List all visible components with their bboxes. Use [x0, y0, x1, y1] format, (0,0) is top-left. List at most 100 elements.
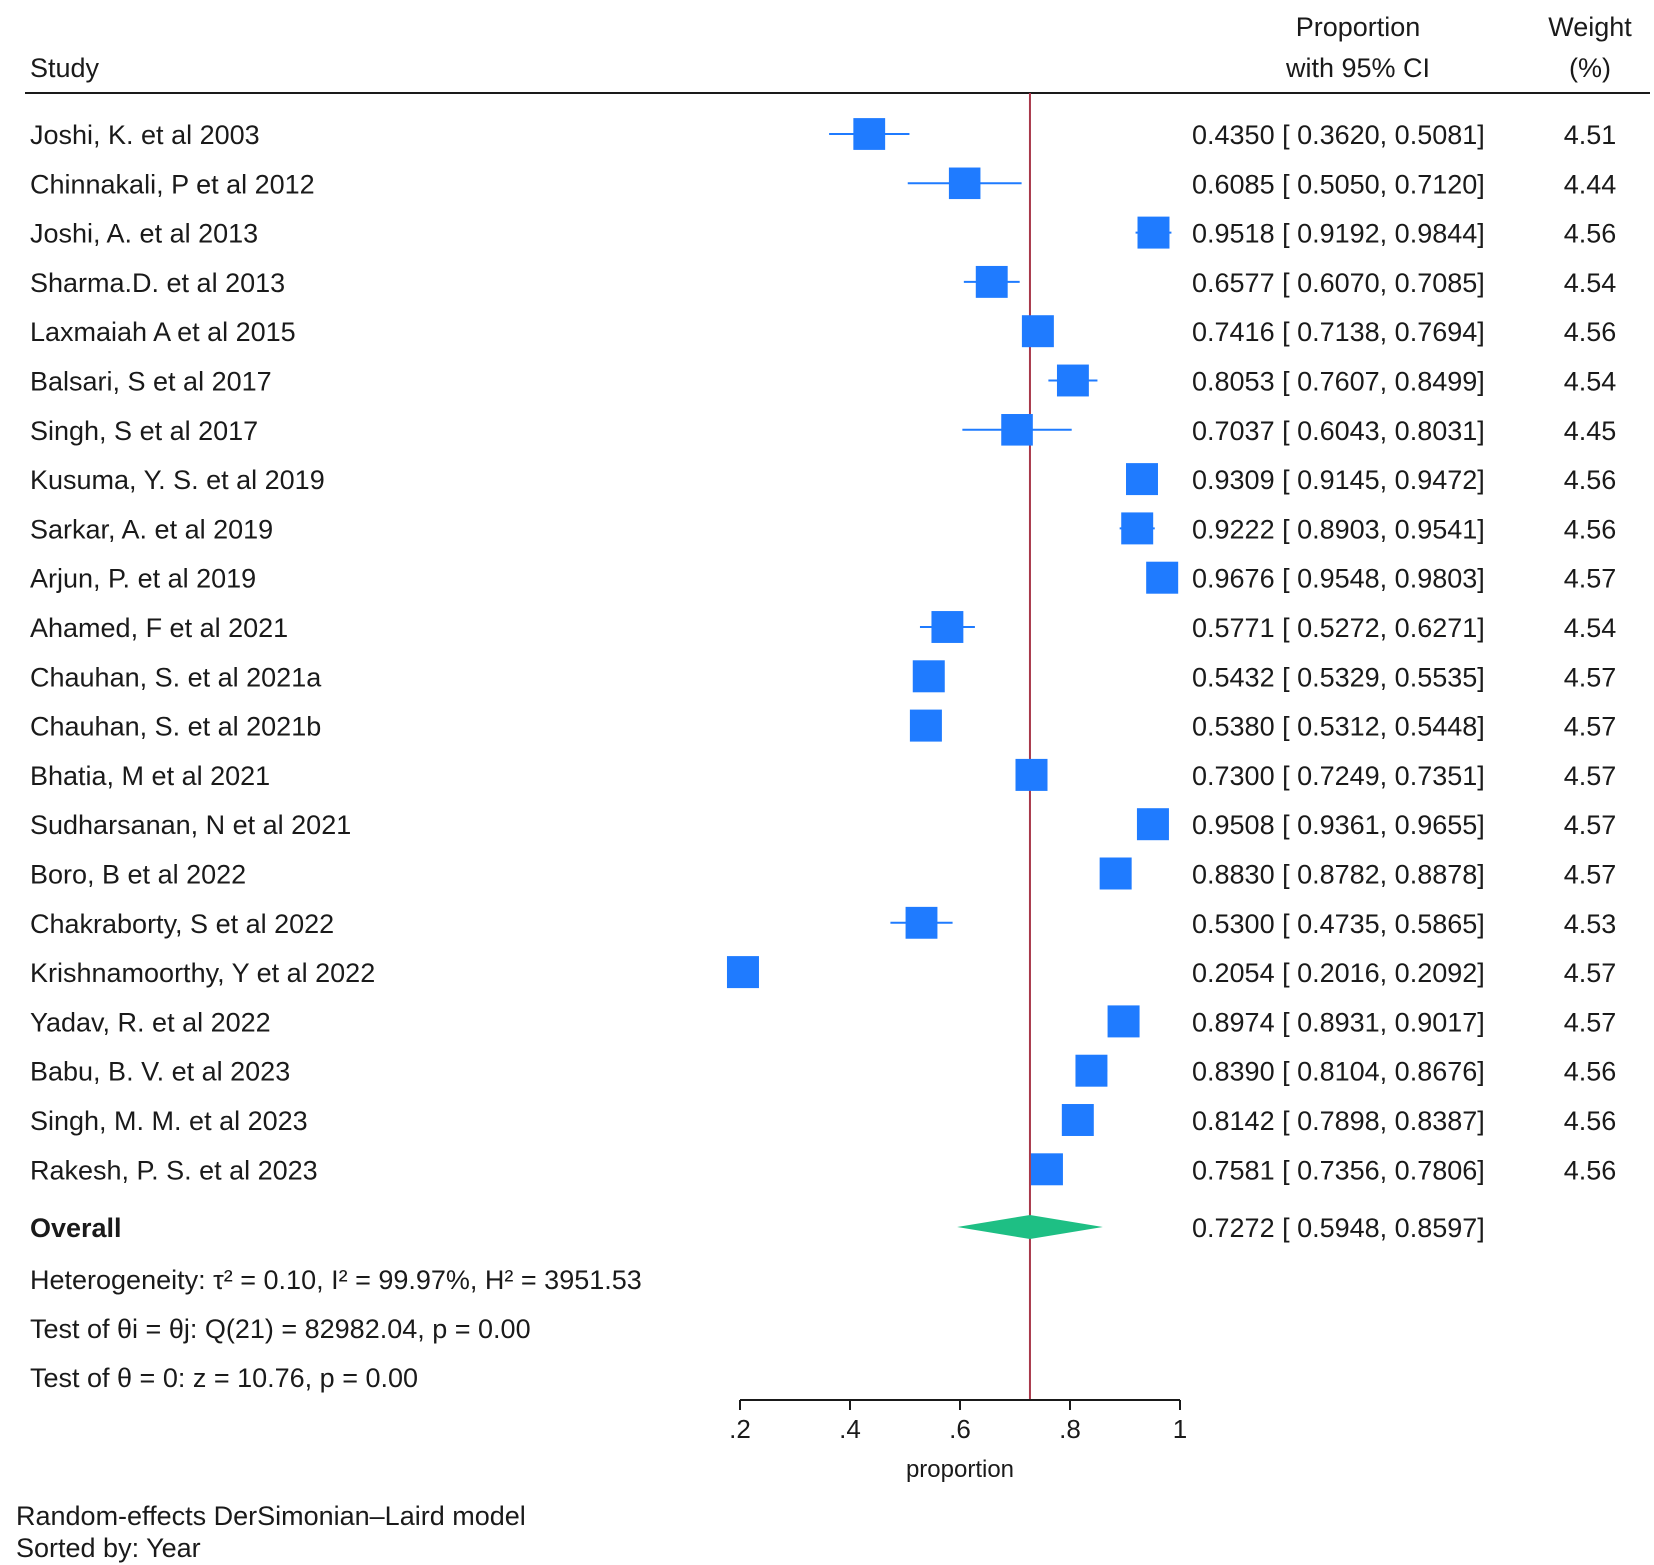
study-weight: 4.44 — [1564, 169, 1617, 199]
overall-row: Overall 0.7272 [ 0.5948, 0.8597] — [30, 1213, 1485, 1243]
study-marker — [1001, 414, 1033, 446]
study-weight: 4.56 — [1564, 465, 1617, 495]
study-row: Balsari, S et al 2017 0.8053 [ 0.7607, 0.… — [30, 364, 1616, 397]
study-name: Ahamed, F et al 2021 — [30, 613, 288, 643]
study-weight: 4.57 — [1564, 712, 1617, 742]
study-row: Rakesh, P. S. et al 2023 0.7581 [ 0.7356,… — [30, 1153, 1616, 1185]
study-marker — [1107, 1005, 1140, 1038]
header-proportion: Proportion — [1296, 12, 1421, 42]
study-marker — [1126, 463, 1158, 496]
study-weight: 4.56 — [1564, 1106, 1617, 1136]
x-tick-label: .8 — [1059, 1414, 1081, 1444]
study-name: Joshi, A. et al 2013 — [30, 219, 258, 249]
study-ci: 0.5380 [ 0.5312, 0.5448] — [1192, 712, 1485, 742]
study-name: Singh, M. M. et al 2023 — [30, 1106, 308, 1136]
study-ci: 0.8053 [ 0.7607, 0.8499] — [1192, 367, 1485, 397]
study-name: Boro, B et al 2022 — [30, 860, 246, 890]
study-name: Babu, B. V. et al 2023 — [30, 1057, 290, 1087]
x-tick-label: .6 — [949, 1414, 971, 1444]
study-name: Sharma.D. et al 2013 — [30, 268, 285, 298]
study-row: Joshi, K. et al 2003 0.4350 [ 0.3620, 0.5… — [30, 118, 1616, 150]
study-marker — [1136, 808, 1169, 841]
study-name: Rakesh, P. S. et al 2023 — [30, 1155, 318, 1185]
study-marker — [1146, 561, 1179, 594]
x-tick-label: .2 — [729, 1414, 751, 1444]
study-marker — [905, 906, 938, 939]
x-tick-label: .4 — [839, 1414, 861, 1444]
study-name: Chakraborty, S et al 2022 — [30, 909, 334, 939]
study-ci: 0.9508 [ 0.9361, 0.9655] — [1192, 810, 1485, 840]
study-marker — [1121, 512, 1154, 545]
study-weight: 4.57 — [1564, 564, 1617, 594]
study-row: Chauhan, S. et al 2021b 0.5380 [ 0.5312, … — [30, 709, 1617, 742]
study-weight: 4.54 — [1564, 268, 1617, 298]
study-name: Sarkar, A. et al 2019 — [30, 514, 273, 544]
study-row: Chinnakali, P et al 2012 0.6085 [ 0.5050,… — [30, 167, 1617, 200]
study-ci: 0.7300 [ 0.7249, 0.7351] — [1192, 761, 1485, 791]
study-ci: 0.7581 [ 0.7356, 0.7806] — [1192, 1155, 1485, 1185]
study-marker — [1021, 315, 1054, 348]
x-axis: .2 .4 .6 .8 1 — [729, 1399, 1187, 1444]
header-weight: Weight — [1548, 12, 1632, 42]
study-weight: 4.56 — [1564, 514, 1617, 544]
study-row: Laxmaiah A et al 2015 0.7416 [ 0.7138, 0.… — [30, 315, 1616, 347]
study-name: Laxmaiah A et al 2015 — [30, 317, 296, 347]
study-row: Sarkar, A. et al 2019 0.9222 [ 0.8903, 0.… — [30, 512, 1616, 544]
study-name: Arjun, P. et al 2019 — [30, 564, 256, 594]
study-ci: 0.8390 [ 0.8104, 0.8676] — [1192, 1057, 1485, 1087]
footnote-model: Random-effects DerSimonian–Laird model — [16, 1501, 526, 1531]
study-ci: 0.9518 [ 0.9192, 0.9844] — [1192, 219, 1485, 249]
study-row: Bhatia, M et al 2021 0.7300 [ 0.7249, 0.7… — [30, 758, 1616, 791]
study-ci: 0.5432 [ 0.5329, 0.5535] — [1192, 662, 1485, 692]
study-marker — [853, 118, 886, 150]
study-weight: 4.57 — [1564, 958, 1617, 988]
study-row: Yadav, R. et al 2022 0.8974 [ 0.8931, 0.9… — [30, 1005, 1617, 1038]
study-name: Singh, S et al 2017 — [30, 416, 258, 446]
test-zero-text: Test of θ = 0: z = 10.76, p = 0.00 — [30, 1363, 418, 1393]
header-study: Study — [30, 53, 100, 83]
study-ci: 0.8142 [ 0.7898, 0.8387] — [1192, 1106, 1485, 1136]
study-ci: 0.5771 [ 0.5272, 0.6271] — [1192, 613, 1485, 643]
study-marker — [948, 167, 981, 200]
study-rows: Joshi, K. et al 2003 0.4350 [ 0.3620, 0.5… — [30, 118, 1616, 1185]
study-marker — [1015, 758, 1048, 791]
study-marker — [1056, 364, 1089, 397]
study-weight: 4.45 — [1564, 416, 1617, 446]
study-marker — [912, 660, 945, 693]
study-ci: 0.9309 [ 0.9145, 0.9472] — [1192, 465, 1485, 495]
study-ci: 0.7416 [ 0.7138, 0.7694] — [1192, 317, 1485, 347]
study-marker — [931, 611, 964, 643]
study-weight: 4.54 — [1564, 613, 1617, 643]
x-tick-label: 1 — [1173, 1414, 1187, 1444]
study-row: Chauhan, S. et al 2021a 0.5432 [ 0.5329, … — [30, 660, 1617, 693]
study-name: Joshi, K. et al 2003 — [30, 120, 260, 150]
overall-label: Overall — [30, 1213, 122, 1243]
study-name: Chinnakali, P et al 2012 — [30, 169, 315, 199]
study-ci: 0.8830 [ 0.8782, 0.8878] — [1192, 860, 1485, 890]
header-weight-unit: (%) — [1569, 53, 1611, 83]
study-row: Singh, M. M. et al 2023 0.8142 [ 0.7898, … — [30, 1104, 1616, 1136]
study-name: Sudharsanan, N et al 2021 — [30, 810, 351, 840]
study-weight: 4.56 — [1564, 1057, 1617, 1087]
study-row: Sharma.D. et al 2013 0.6577 [ 0.6070, 0.7… — [30, 265, 1617, 298]
study-marker — [1137, 216, 1170, 249]
header-ci: with 95% CI — [1285, 53, 1430, 83]
study-row: Boro, B et al 2022 0.8830 [ 0.8782, 0.887… — [30, 857, 1617, 890]
study-marker — [1030, 1153, 1063, 1186]
study-ci: 0.8974 [ 0.8931, 0.9017] — [1192, 1007, 1485, 1037]
study-weight: 4.57 — [1564, 662, 1617, 692]
study-marker — [1099, 857, 1132, 890]
study-name: Yadav, R. et al 2022 — [30, 1007, 271, 1037]
study-name: Bhatia, M et al 2021 — [30, 761, 270, 791]
study-weight: 4.57 — [1564, 860, 1617, 890]
study-row: Arjun, P. et al 2019 0.9676 [ 0.9548, 0.9… — [30, 561, 1617, 594]
study-ci: 0.7037 [ 0.6043, 0.8031] — [1192, 416, 1485, 446]
study-weight: 4.57 — [1564, 1007, 1617, 1037]
footnote-sort: Sorted by: Year — [16, 1533, 201, 1563]
study-ci: 0.9222 [ 0.8903, 0.9541] — [1192, 514, 1485, 544]
study-name: Chauhan, S. et al 2021a — [30, 662, 322, 692]
study-ci: 0.6085 [ 0.5050, 0.7120] — [1192, 169, 1485, 199]
study-weight: 4.56 — [1564, 219, 1617, 249]
study-marker — [975, 265, 1008, 298]
